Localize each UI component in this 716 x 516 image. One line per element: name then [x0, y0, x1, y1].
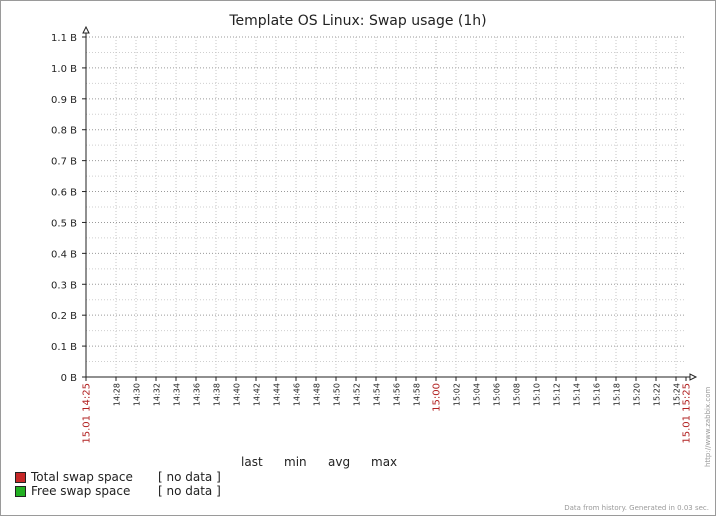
- x-tick-label: 14:30: [133, 383, 142, 406]
- x-tick-label: 14:38: [213, 383, 222, 406]
- x-tick-label: 14:46: [293, 383, 302, 406]
- legend-name-free-swap: Free swap space: [31, 484, 131, 498]
- x-tick-label: 15:20: [633, 383, 642, 406]
- x-tick-label: 14:50: [333, 383, 342, 406]
- y-tick-label: 0.9 B: [51, 95, 77, 106]
- legend-header-avg: avg: [328, 455, 351, 469]
- x-tick-label: 15:06: [493, 383, 502, 406]
- x-tick-label: 15:22: [653, 383, 662, 406]
- legend-header-last: last: [241, 455, 263, 469]
- chart-title: Template OS Linux: Swap usage (1h): [228, 13, 486, 29]
- y-tick-label: 1.0 B: [51, 64, 77, 75]
- x-tick-label: 14:32: [153, 383, 162, 406]
- y-axis-arrow: [82, 25, 90, 34]
- x-tick-label: 15:14: [573, 383, 582, 406]
- x-tick-label: 14:54: [373, 383, 382, 406]
- x-tick-label: 15.01 14:25: [82, 383, 93, 444]
- legend-swatch-free-swap: [15, 486, 26, 497]
- x-tick-label: 14:52: [353, 383, 362, 406]
- x-tick-label: 14:48: [313, 383, 322, 406]
- x-tick-label: 15:18: [613, 383, 622, 406]
- x-tick-label: 14:34: [173, 383, 182, 406]
- y-tick-label: 0.1 B: [51, 342, 77, 353]
- y-tick-label: 0.4 B: [51, 249, 77, 260]
- y-tick-label: 0.3 B: [51, 280, 77, 291]
- x-tick-label: 14:28: [113, 383, 122, 406]
- legend-value-free-swap: [ no data ]: [158, 484, 221, 498]
- y-tick-label: 0.7 B: [51, 157, 77, 168]
- y-tick-label: 0.2 B: [51, 311, 77, 322]
- legend-swatch-total-swap: [15, 472, 26, 483]
- x-tick-label: 15:24: [673, 383, 682, 406]
- x-tick-label: 15:02: [453, 383, 462, 406]
- x-tick-label: 14:58: [413, 383, 422, 406]
- x-tick-label: 14:42: [253, 383, 262, 406]
- y-tick-label: 0.5 B: [51, 218, 77, 229]
- legend-header-min: min: [284, 455, 307, 469]
- footer-note: Data from history. Generated in 0.03 sec…: [564, 504, 709, 512]
- legend-name-total-swap: Total swap space: [31, 470, 133, 484]
- x-tick-label: 14:40: [233, 383, 242, 406]
- y-tick-label: 0 B: [61, 373, 78, 384]
- legend-header-max: max: [371, 455, 398, 469]
- x-tick-label: 15:12: [553, 383, 562, 406]
- watermark: http://www.zabbix.com: [704, 387, 712, 467]
- y-tick-label: 0.8 B: [51, 126, 77, 137]
- x-tick-label: 15:10: [533, 383, 542, 406]
- x-tick-label: 15:00: [432, 383, 443, 412]
- x-tick-label: 15:08: [513, 383, 522, 406]
- y-tick-label: 0.6 B: [51, 188, 77, 199]
- legend-value-total-swap: [ no data ]: [158, 470, 221, 484]
- x-tick-label: 15:16: [593, 383, 602, 406]
- x-tick-label: 15:04: [473, 383, 482, 406]
- x-tick-label: 14:36: [193, 383, 202, 406]
- x-axis-arrow: [689, 373, 698, 381]
- x-tick-label: 14:44: [273, 383, 282, 406]
- x-tick-label: 15.01 15:25: [682, 383, 693, 444]
- x-tick-label: 14:56: [393, 383, 402, 406]
- y-tick-label: 1.1 B: [51, 33, 77, 44]
